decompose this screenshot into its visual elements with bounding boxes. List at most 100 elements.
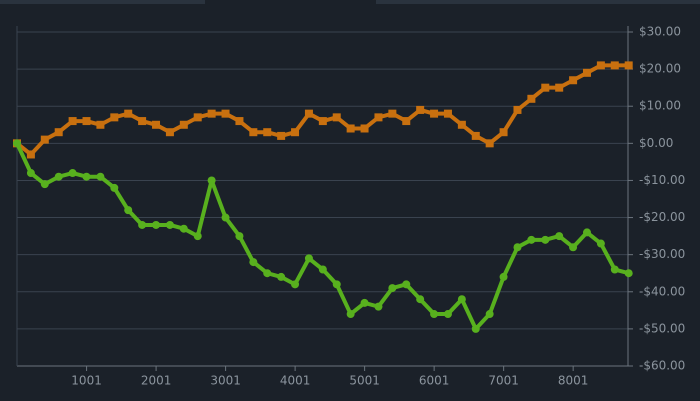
data-point (402, 117, 411, 126)
y-tick-label: $10.00 (639, 99, 681, 113)
data-point (179, 224, 188, 233)
data-point (499, 272, 508, 281)
data-point (291, 280, 300, 289)
data-point (360, 298, 369, 307)
data-point (291, 128, 300, 137)
x-tick-label: 2001 (141, 374, 172, 388)
data-point (541, 235, 550, 244)
x-tick-label: 3001 (210, 374, 241, 388)
data-point (124, 109, 133, 118)
data-point (555, 232, 564, 241)
y-tick-label: -$30.00 (639, 247, 685, 261)
data-point (13, 139, 21, 148)
data-point (221, 213, 230, 222)
data-point (374, 113, 383, 122)
data-point (304, 109, 313, 118)
data-point (596, 239, 605, 248)
data-point (193, 113, 202, 122)
data-point (152, 120, 161, 129)
x-tick-label: 8001 (558, 374, 589, 388)
data-point (471, 324, 480, 333)
data-point (582, 68, 591, 77)
data-point (179, 120, 188, 129)
data-point (416, 105, 425, 114)
data-point (457, 295, 466, 304)
data-point (346, 124, 355, 133)
data-point (54, 128, 63, 137)
data-point (555, 83, 564, 92)
data-point (263, 128, 272, 137)
data-point (402, 280, 411, 289)
data-point (235, 117, 244, 126)
data-point (138, 117, 147, 126)
data-point (124, 206, 133, 215)
data-point (457, 120, 466, 129)
top-tab (0, 0, 205, 4)
data-point (165, 220, 174, 229)
y-tick-label: -$20.00 (639, 210, 685, 224)
x-tick-label: 5001 (349, 374, 380, 388)
data-point (318, 265, 327, 274)
data-point (138, 220, 147, 229)
data-point (485, 139, 494, 148)
data-point (541, 83, 550, 92)
data-point (68, 117, 77, 126)
data-point (96, 120, 105, 129)
data-point (193, 232, 202, 241)
data-point (569, 76, 578, 85)
x-tick-label: 6001 (419, 374, 450, 388)
data-point (499, 128, 508, 137)
x-tick-label: 1001 (71, 374, 102, 388)
data-point (513, 243, 522, 252)
data-point (443, 109, 452, 118)
y-tick-label: -$10.00 (639, 173, 685, 187)
data-point (249, 258, 258, 267)
data-point (430, 310, 439, 319)
data-point (416, 295, 425, 304)
data-point (443, 310, 452, 319)
data-point (304, 254, 313, 263)
data-point (235, 232, 244, 241)
data-point (249, 128, 258, 137)
data-point (110, 183, 119, 192)
x-tick-label: 7001 (488, 374, 519, 388)
data-point (26, 169, 35, 178)
data-point (569, 243, 578, 252)
data-point (221, 109, 230, 118)
data-point (68, 169, 77, 178)
data-point (582, 228, 591, 237)
data-point (277, 131, 286, 140)
data-point (485, 310, 494, 319)
data-point (513, 105, 522, 114)
y-tick-label: $0.00 (639, 136, 673, 150)
data-point (332, 113, 341, 122)
data-point (388, 109, 397, 118)
data-point (263, 269, 272, 278)
data-point (96, 172, 105, 181)
data-point (54, 172, 63, 181)
data-point (624, 61, 633, 70)
y-tick-label: -$50.00 (639, 321, 685, 335)
data-point (26, 150, 35, 159)
data-point (374, 302, 383, 311)
data-point (82, 172, 91, 181)
data-point (110, 113, 119, 122)
y-tick-label: $30.00 (639, 25, 681, 39)
data-point (40, 180, 49, 189)
data-point (332, 280, 341, 289)
data-point (207, 176, 216, 185)
y-tick-label: -$40.00 (639, 284, 685, 298)
y-tick-label: -$60.00 (639, 359, 685, 373)
y-tick-label: $20.00 (639, 62, 681, 76)
data-point (165, 128, 174, 137)
data-point (624, 269, 633, 278)
data-point (152, 220, 161, 229)
data-point (596, 61, 605, 70)
data-point (346, 310, 355, 319)
data-point (610, 265, 619, 274)
data-point (277, 272, 286, 281)
data-point (318, 117, 327, 126)
data-point (82, 117, 91, 126)
